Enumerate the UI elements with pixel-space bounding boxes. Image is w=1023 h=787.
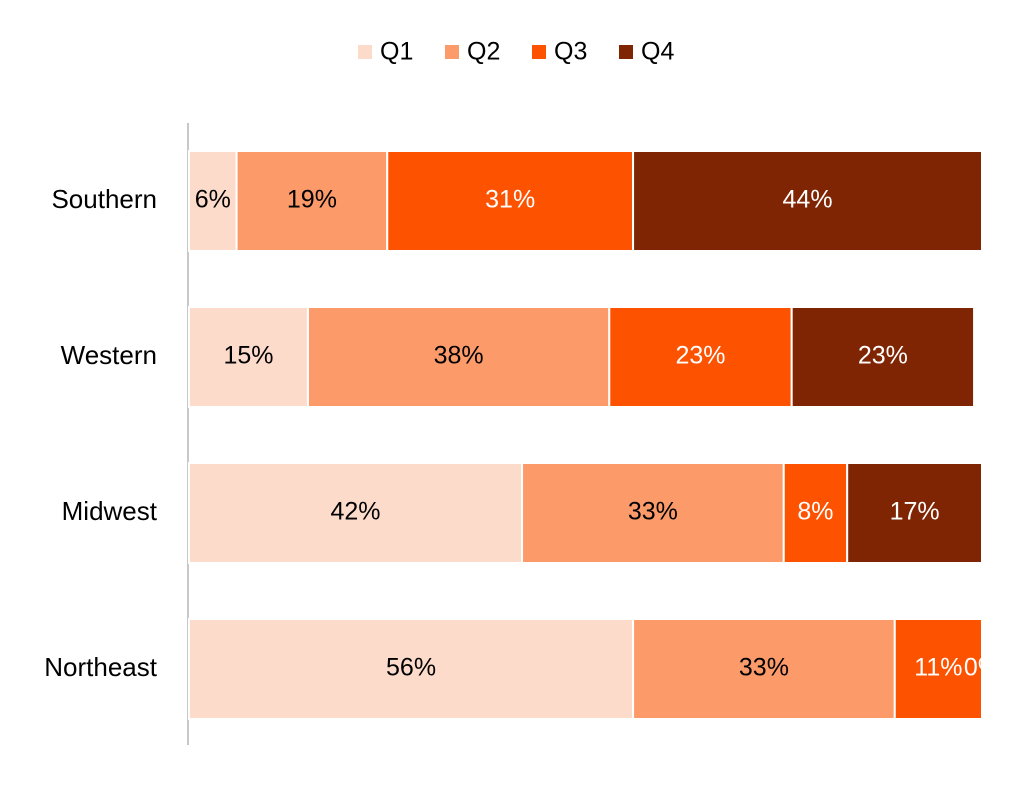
legend-label: Q3	[554, 38, 587, 66]
data-label: 44%	[783, 186, 833, 214]
category-label: Northeast	[44, 652, 157, 682]
category-label: Southern	[51, 184, 157, 214]
bar-segment	[188, 462, 524, 564]
legend-label: Q1	[380, 38, 413, 66]
legend-swatch	[619, 45, 633, 59]
data-label: 33%	[628, 498, 678, 526]
data-label: 11%	[914, 654, 962, 682]
legend-swatch	[445, 45, 459, 59]
data-label: 23%	[858, 342, 908, 370]
data-label: 6%	[195, 186, 231, 214]
data-label: 38%	[434, 342, 484, 370]
bar-segment	[306, 306, 611, 408]
bar-segment	[521, 462, 785, 564]
data-label: 19%	[287, 186, 337, 214]
data-label: 23%	[675, 342, 725, 370]
data-label: 56%	[386, 654, 436, 682]
legend-swatch	[532, 45, 546, 59]
data-label: 42%	[331, 498, 381, 526]
legend-swatch	[358, 45, 372, 59]
bar-segment	[782, 462, 849, 564]
bar-segment	[235, 150, 389, 252]
data-label: 17%	[890, 498, 940, 526]
bar-segment	[386, 150, 635, 252]
data-label: 8%	[797, 498, 833, 526]
data-label: 31%	[485, 186, 535, 214]
bar-segment	[846, 462, 983, 564]
bar-segment	[632, 150, 984, 252]
bar-segment	[893, 618, 984, 720]
data-label: 0%	[964, 654, 1000, 682]
legend-label: Q4	[641, 38, 674, 66]
data-label: 33%	[739, 654, 789, 682]
category-label: Midwest	[62, 496, 158, 526]
bar-segment	[632, 618, 896, 720]
data-label: 15%	[223, 342, 273, 370]
legend-label: Q2	[467, 38, 500, 66]
category-label: Western	[61, 340, 157, 370]
bar-segment	[790, 306, 976, 408]
bar-segment	[188, 618, 635, 720]
